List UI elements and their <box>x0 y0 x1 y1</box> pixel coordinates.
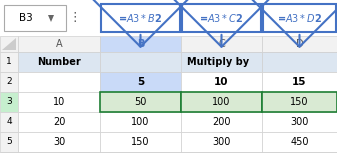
Bar <box>0 0 337 36</box>
Text: A: A <box>56 39 62 49</box>
Polygon shape <box>48 15 54 22</box>
Text: B3: B3 <box>19 13 33 23</box>
Bar <box>100 112 181 132</box>
Text: 5: 5 <box>137 77 144 87</box>
Bar <box>262 72 337 92</box>
Text: 10: 10 <box>53 97 65 107</box>
Text: 3: 3 <box>6 97 12 107</box>
Bar <box>181 112 262 132</box>
Bar <box>100 72 181 92</box>
Bar <box>263 4 336 32</box>
Bar <box>101 4 180 32</box>
Bar <box>18 132 100 152</box>
Bar <box>262 36 337 52</box>
Bar <box>181 72 262 92</box>
Text: 20: 20 <box>53 117 65 127</box>
Text: 450: 450 <box>290 137 309 147</box>
Text: 50: 50 <box>134 97 147 107</box>
Bar <box>4 5 66 31</box>
Text: 15: 15 <box>292 77 307 87</box>
Text: =$A3*C$2: =$A3*C$2 <box>199 12 244 24</box>
Bar <box>262 112 337 132</box>
Text: 4: 4 <box>6 118 12 127</box>
Bar <box>262 52 337 72</box>
Text: =$A3*B$2: =$A3*B$2 <box>118 12 163 24</box>
Text: 10: 10 <box>214 77 229 87</box>
Polygon shape <box>2 38 16 50</box>
Bar <box>18 92 100 112</box>
Bar <box>262 132 337 152</box>
Bar <box>18 72 100 92</box>
Bar <box>181 52 262 72</box>
Bar <box>18 36 100 52</box>
Text: C: C <box>218 39 225 49</box>
Text: =$A3*D$2: =$A3*D$2 <box>277 12 322 24</box>
Bar <box>181 36 262 52</box>
Text: 150: 150 <box>131 137 150 147</box>
Text: Multiply by: Multiply by <box>187 57 250 67</box>
Bar <box>181 92 262 112</box>
Bar <box>18 112 100 132</box>
Bar <box>0 72 18 92</box>
Text: 1: 1 <box>6 58 12 66</box>
Bar <box>100 132 181 152</box>
Text: B: B <box>137 39 144 49</box>
Text: 100: 100 <box>131 117 150 127</box>
Bar <box>18 52 100 72</box>
Text: 300: 300 <box>212 137 231 147</box>
Bar <box>0 112 18 132</box>
Bar <box>0 52 18 72</box>
Text: 300: 300 <box>290 117 309 127</box>
Bar <box>0 132 18 152</box>
Text: ⋮: ⋮ <box>69 11 81 24</box>
Bar <box>181 132 262 152</box>
Bar <box>100 36 181 52</box>
Bar <box>262 92 337 112</box>
Text: D: D <box>296 39 303 49</box>
Bar <box>182 4 261 32</box>
Text: 200: 200 <box>212 117 231 127</box>
Bar <box>0 92 18 112</box>
Bar <box>0 36 18 52</box>
Text: 5: 5 <box>6 138 12 146</box>
Text: 100: 100 <box>212 97 231 107</box>
Bar <box>100 92 181 112</box>
Text: Number: Number <box>37 57 81 67</box>
Bar <box>100 52 337 72</box>
Text: 30: 30 <box>53 137 65 147</box>
Text: 2: 2 <box>6 77 12 86</box>
Text: 150: 150 <box>290 97 309 107</box>
